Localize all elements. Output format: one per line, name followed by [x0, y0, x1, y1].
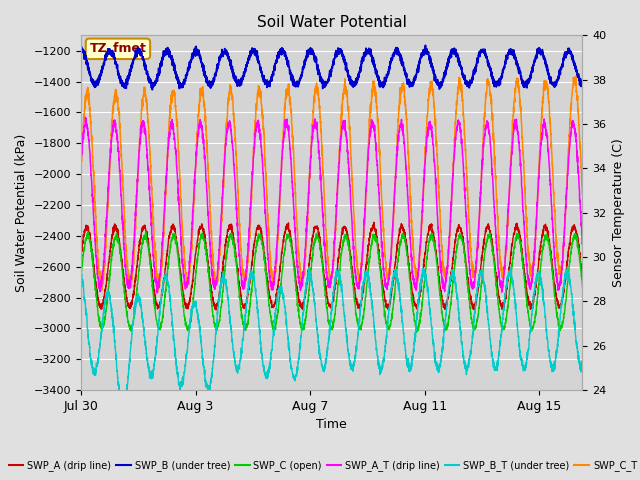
Y-axis label: Sensor Temperature (C): Sensor Temperature (C)	[612, 138, 625, 287]
Title: Soil Water Potential: Soil Water Potential	[257, 15, 406, 30]
Text: TZ_fmet: TZ_fmet	[90, 42, 147, 55]
X-axis label: Time: Time	[316, 419, 347, 432]
Y-axis label: Soil Water Potential (kPa): Soil Water Potential (kPa)	[15, 133, 28, 292]
Legend: SWP_A (drip line), SWP_B (under tree), SWP_C (open), SWP_A_T (drip line), SWP_B_: SWP_A (drip line), SWP_B (under tree), S…	[5, 456, 640, 475]
